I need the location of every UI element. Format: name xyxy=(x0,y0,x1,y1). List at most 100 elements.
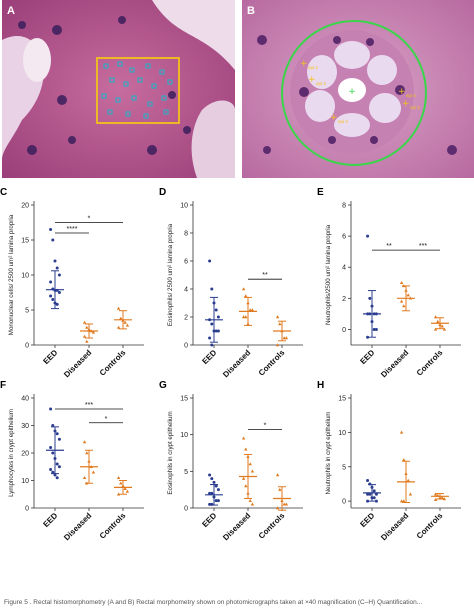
data-point xyxy=(242,437,245,440)
data-point xyxy=(92,470,95,473)
data-point xyxy=(51,452,54,455)
y-tick-label: 2 xyxy=(184,315,188,322)
data-point xyxy=(83,321,86,324)
data-point xyxy=(249,462,252,465)
data-point xyxy=(49,408,52,411)
y-tick-label: 5 xyxy=(342,464,346,471)
y-tick-label: 15 xyxy=(180,396,188,403)
y-tick-label: 20 xyxy=(21,203,29,210)
data-point xyxy=(85,451,88,454)
significance-label: * xyxy=(88,216,91,223)
data-point xyxy=(208,474,211,477)
y-tick-label: 30 xyxy=(21,423,29,430)
data-point xyxy=(210,477,213,480)
data-point xyxy=(49,228,52,231)
chart-f: F010203040Lymphocytes in crypt epitheliu… xyxy=(0,380,144,542)
significance-label: * xyxy=(105,416,108,423)
data-point xyxy=(244,448,247,451)
x-category-label: EED xyxy=(358,511,376,529)
data-point xyxy=(56,476,59,479)
y-tick-label: 5 xyxy=(184,469,188,476)
data-point xyxy=(276,473,279,476)
data-point xyxy=(117,326,120,329)
data-point xyxy=(51,239,54,242)
x-category-label: Diseased xyxy=(62,511,93,542)
data-point xyxy=(242,287,245,290)
data-point xyxy=(58,274,61,277)
data-point xyxy=(119,481,122,484)
y-tick-label: 0 xyxy=(184,506,188,513)
y-tick-label: 0 xyxy=(25,343,29,350)
data-point xyxy=(402,499,405,502)
data-point xyxy=(436,320,439,323)
chart-g: G 0 5 10 15 Eosinophils in crypt epithelium EE… xyxy=(159,380,303,542)
data-point xyxy=(49,281,52,284)
chart-d: D0246810Eosinophils/ 2500 um² lamina pro… xyxy=(159,187,303,379)
panel-letter: H xyxy=(317,380,324,391)
x-category-label: Controls xyxy=(98,511,128,541)
x-category-label: EED xyxy=(358,348,376,366)
y-tick-label: 15 xyxy=(338,396,346,403)
data-point xyxy=(215,309,218,312)
x-category-label: EED xyxy=(41,511,59,529)
x-category-label: Diseased xyxy=(62,348,93,379)
data-point xyxy=(49,295,52,298)
panel-letter: F xyxy=(0,380,6,391)
data-point xyxy=(217,316,220,319)
data-point xyxy=(83,440,86,443)
data-point xyxy=(407,293,410,296)
x-category-label: Diseased xyxy=(221,511,252,542)
x-category-label: Controls xyxy=(98,348,128,378)
y-tick-label: 2 xyxy=(342,296,346,303)
chart-c: C05101520Mononuclear cells/ 2500 um² lam… xyxy=(0,187,144,379)
data-point xyxy=(117,307,120,310)
data-point xyxy=(208,337,211,340)
y-axis-label: Neutrophils/2500 um² lamina propria xyxy=(325,224,332,325)
y-axis-label: Lymphocytes in crypt epithelium xyxy=(8,409,15,497)
data-point xyxy=(83,476,86,479)
data-point xyxy=(49,446,52,449)
data-point xyxy=(217,488,220,491)
data-point xyxy=(402,458,405,461)
data-point xyxy=(242,477,245,480)
panel-letter: C xyxy=(0,187,7,198)
data-point xyxy=(244,315,247,318)
data-point xyxy=(213,481,216,484)
y-tick-label: 8 xyxy=(342,203,346,210)
y-tick-label: 8 xyxy=(184,231,188,238)
data-point xyxy=(58,438,61,441)
y-tick-label: 6 xyxy=(184,259,188,266)
data-point xyxy=(276,315,279,318)
data-point xyxy=(85,340,88,343)
y-tick-label: 0 xyxy=(25,506,29,513)
data-point xyxy=(400,281,403,284)
data-point xyxy=(83,335,86,338)
data-point xyxy=(49,468,52,471)
y-tick-label: 10 xyxy=(180,432,188,439)
data-point xyxy=(251,308,254,311)
data-point xyxy=(51,298,54,301)
panel-letter: G xyxy=(159,380,167,391)
data-point xyxy=(402,304,405,307)
significance-label: *** xyxy=(419,243,427,250)
data-point xyxy=(278,488,281,491)
chart-h: H051015Neutrophils in crypt epitheliumEE… xyxy=(317,380,461,542)
data-point xyxy=(285,336,288,339)
panel-letter: E xyxy=(317,187,324,198)
data-point xyxy=(58,465,61,468)
x-category-label: Diseased xyxy=(379,511,410,542)
significance-label: ** xyxy=(386,243,392,250)
y-axis-label: Eosinophils in crypt epithelium xyxy=(167,411,174,494)
y-tick-label: 0 xyxy=(184,343,188,350)
y-tick-label: 20 xyxy=(21,451,29,458)
data-point xyxy=(366,235,369,238)
y-tick-label: 5 xyxy=(25,308,29,315)
y-tick-label: 6 xyxy=(342,234,346,241)
data-point xyxy=(278,322,281,325)
figure-caption: Figure 5 . Rectal histomorphometry (A an… xyxy=(4,599,474,608)
data-point xyxy=(54,260,57,263)
y-tick-label: 10 xyxy=(21,273,29,280)
data-point xyxy=(366,479,369,482)
data-point xyxy=(126,324,129,327)
data-point xyxy=(400,431,403,434)
